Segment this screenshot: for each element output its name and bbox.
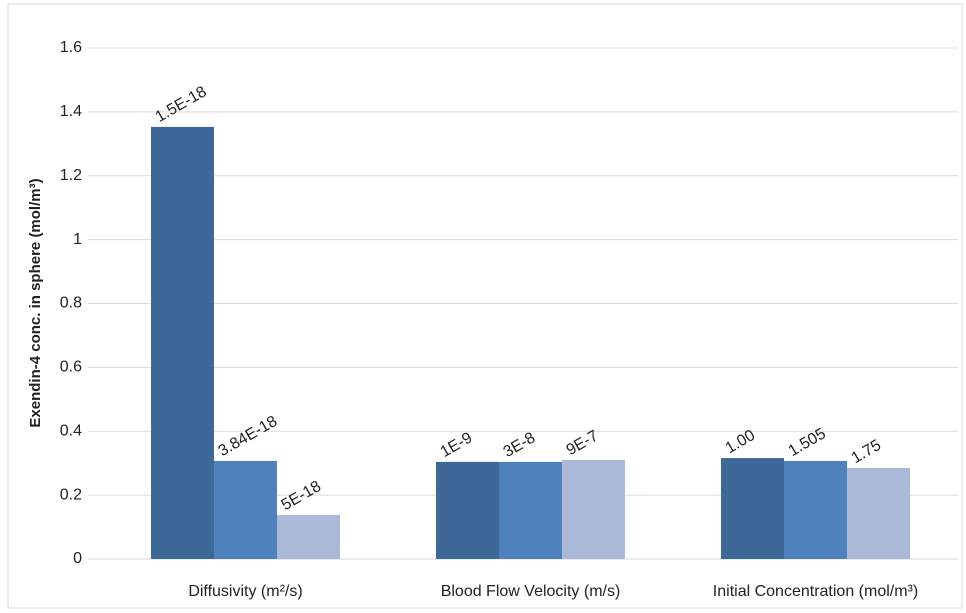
x-tick-label: Diffusivity (m²/s) (188, 583, 302, 600)
bar (436, 461, 499, 559)
bar-label: 1.75 (849, 437, 885, 467)
bar (721, 458, 784, 559)
y-tick-label: 0.2 (60, 486, 82, 503)
bar-label: 5E-18 (279, 478, 325, 514)
y-tick-label: 0.8 (60, 295, 82, 312)
y-tick-label: 0.6 (60, 359, 82, 376)
y-tick-label: 1 (73, 231, 82, 248)
bar-label: 3.84E-18 (216, 413, 281, 460)
bar (214, 460, 277, 559)
bar-label: 1E-9 (438, 429, 476, 461)
y-axis-title: Exendin-4 conc. in sphere (mol/m³) (27, 178, 44, 427)
y-tick-label: 1.4 (60, 103, 82, 120)
x-tick-label: Initial Concentration (mol/m³) (713, 583, 918, 600)
bar-label: 1.505 (786, 425, 829, 460)
bar (562, 459, 625, 559)
bar-label: 1.5E-18 (153, 83, 210, 126)
bar-label: 3E-8 (501, 429, 539, 461)
bar-label: 9E-7 (564, 427, 602, 459)
bar (151, 126, 214, 560)
y-tick-label: 0 (73, 550, 82, 567)
y-tick-label: 1.2 (60, 167, 82, 184)
y-tick-label: 0.4 (60, 422, 82, 439)
bar (499, 461, 562, 559)
y-tick-label: 1.6 (60, 39, 82, 56)
bar (277, 514, 340, 559)
bar (784, 460, 847, 559)
chart-border (7, 3, 963, 609)
x-tick-label: Blood Flow Velocity (m/s) (441, 583, 621, 600)
bar (847, 467, 910, 559)
